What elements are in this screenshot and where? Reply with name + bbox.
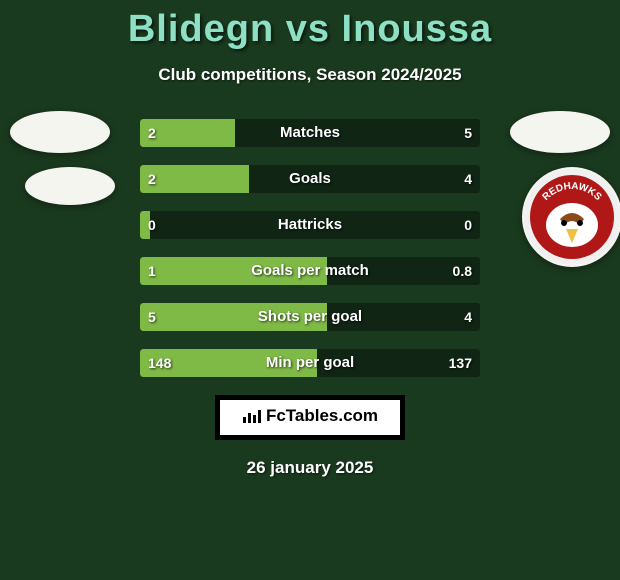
team-right-badge-1: [510, 111, 610, 153]
stat-right-value: 4: [464, 165, 472, 193]
stat-label: Hattricks: [140, 211, 480, 239]
stat-label: Goals per match: [140, 257, 480, 285]
stat-right-value: 4: [464, 303, 472, 331]
stat-row: 5Shots per goal4: [140, 303, 480, 331]
stat-right-value: 137: [449, 349, 472, 377]
stat-label: Min per goal: [140, 349, 480, 377]
stat-right-value: 0.8: [453, 257, 472, 285]
page-title: Blidegn vs Inoussa: [0, 8, 620, 51]
brand-box: FcTables.com: [215, 395, 405, 440]
stat-right-value: 0: [464, 211, 472, 239]
stat-bars: 2Matches5 2Goals4 0Hattricks0 1Goals per ma…: [140, 119, 480, 377]
brand-text: FcTables.com: [266, 406, 378, 426]
date-label: 26 january 2025: [0, 458, 620, 478]
stat-row: 0Hattricks0: [140, 211, 480, 239]
stats-area: REDHAWKS 2Matches5 2Goals4 0Hattricks0 1Goa…: [0, 119, 620, 377]
team-left-badge-2: [25, 167, 115, 205]
stat-label: Shots per goal: [140, 303, 480, 331]
stat-row: 2Matches5: [140, 119, 480, 147]
brand-label: FcTables.com: [242, 406, 378, 426]
redhawks-logo-icon: REDHAWKS: [522, 167, 620, 267]
stat-label: Matches: [140, 119, 480, 147]
stat-right-value: 5: [464, 119, 472, 147]
chart-icon: [242, 408, 262, 424]
stat-row: 2Goals4: [140, 165, 480, 193]
team-right-badge-2: REDHAWKS: [522, 167, 620, 267]
stat-row: 1Goals per match0.8: [140, 257, 480, 285]
stat-row: 148Min per goal137: [140, 349, 480, 377]
subtitle: Club competitions, Season 2024/2025: [0, 65, 620, 85]
stat-label: Goals: [140, 165, 480, 193]
infographic-root: Blidegn vs Inoussa Club competitions, Se…: [0, 0, 620, 580]
team-left-badge-1: [10, 111, 110, 153]
